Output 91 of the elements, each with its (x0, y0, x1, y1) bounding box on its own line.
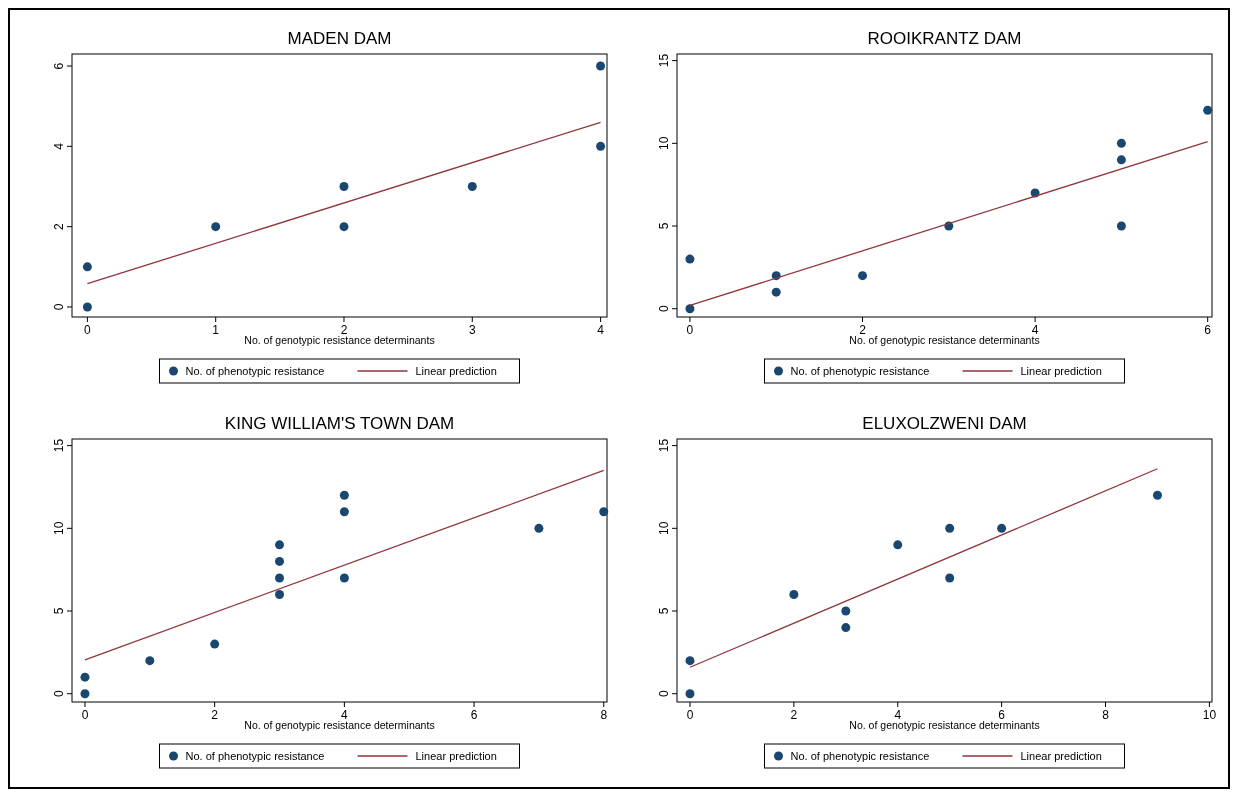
point (80, 672, 90, 682)
x-tick-label: 6 (1204, 323, 1212, 337)
point (789, 589, 799, 599)
x-tick-label: 0 (686, 708, 694, 722)
legend-label: Linear prediction (1020, 750, 1102, 762)
y-tick-label: 5 (52, 607, 66, 615)
point (1116, 138, 1126, 148)
point (945, 573, 955, 583)
y-tick-label: 15 (657, 438, 671, 453)
chart-title: ROOIKRANTZ DAM (867, 29, 1022, 48)
chart-title: KING WILLIAM'S TOWN DAM (224, 414, 455, 433)
y-tick-label: 6 (52, 62, 66, 70)
y-tick-label: 10 (657, 136, 671, 150)
x-tick-label: 4 (894, 708, 902, 722)
y-tick-label: 15 (52, 438, 66, 453)
point (893, 540, 903, 550)
x-tick-label: 0 (84, 323, 92, 337)
y-tick-label: 0 (657, 305, 671, 313)
point (275, 540, 285, 550)
legend-label: No. of phenotypic resistance (790, 365, 930, 377)
x-tick-label: 4 (597, 323, 605, 337)
legend-label: Linear prediction (415, 365, 497, 377)
x-tick-label: 2 (211, 708, 219, 722)
point (685, 304, 695, 314)
legend-label: No. of phenotypic resistance (790, 750, 930, 762)
chart-title: ELUXOLZWENI DAM (862, 414, 1027, 433)
point (339, 573, 349, 583)
point (82, 262, 92, 272)
point (211, 222, 221, 232)
point (945, 523, 955, 533)
point (771, 287, 781, 297)
legend-label: No. of phenotypic resistance (185, 365, 325, 377)
point (599, 507, 609, 517)
x-tick-label: 2 (790, 708, 798, 722)
y-tick-label: 2 (52, 223, 66, 230)
y-tick-label: 10 (52, 521, 66, 535)
point (1152, 490, 1162, 500)
x-tick-label: 4 (341, 708, 349, 722)
y-tick-label: 10 (657, 521, 671, 535)
point (841, 606, 851, 616)
x-tick-label: 6 (998, 708, 1006, 722)
y-tick-label: 5 (657, 607, 671, 615)
point (685, 254, 695, 264)
point (275, 573, 285, 583)
point (80, 689, 90, 699)
x-tick-label: 3 (468, 323, 476, 337)
x-axis-title: No. of genotypic resistance determinants (849, 719, 1040, 731)
y-tick-label: 15 (657, 53, 671, 68)
point (82, 302, 92, 312)
point (339, 222, 349, 232)
x-axis-title: No. of genotypic resistance determinants (244, 334, 435, 346)
point (275, 589, 285, 599)
x-tick-label: 8 (600, 708, 608, 722)
point (1203, 105, 1213, 115)
x-axis-title: No. of genotypic resistance determinants (849, 334, 1040, 346)
legend-label: No. of phenotypic resistance (185, 750, 325, 762)
y-tick-label: 0 (52, 303, 66, 311)
chart-title: MADEN DAM (287, 29, 392, 48)
x-tick-label: 4 (1031, 323, 1039, 337)
legend-label: Linear prediction (415, 750, 497, 762)
y-tick-label: 5 (657, 222, 671, 230)
x-axis-title: No. of genotypic resistance determinants (244, 719, 435, 731)
point (339, 182, 349, 191)
point (685, 689, 695, 699)
legend-label: Linear prediction (1020, 365, 1102, 377)
x-tick-label: 6 (470, 708, 478, 722)
x-tick-label: 1 (212, 323, 220, 337)
point (685, 656, 695, 666)
y-tick-label: 4 (52, 142, 66, 150)
x-tick-label: 2 (340, 323, 348, 337)
point (467, 182, 477, 191)
point (339, 507, 349, 517)
x-tick-label: 2 (859, 323, 867, 337)
y-tick-label: 0 (657, 690, 671, 698)
point (339, 490, 349, 500)
y-tick-label: 0 (52, 690, 66, 698)
point (1116, 155, 1126, 165)
point (596, 141, 606, 151)
point (1116, 221, 1126, 231)
x-tick-label: 0 (81, 708, 89, 722)
point (858, 271, 868, 281)
x-tick-label: 10 (1202, 708, 1217, 722)
point (275, 556, 285, 566)
point (534, 523, 544, 533)
point (210, 639, 220, 649)
point (145, 656, 155, 666)
x-tick-label: 8 (1102, 708, 1110, 722)
point (997, 523, 1007, 533)
x-tick-label: 0 (686, 323, 694, 337)
point (596, 61, 606, 71)
point (841, 623, 851, 633)
